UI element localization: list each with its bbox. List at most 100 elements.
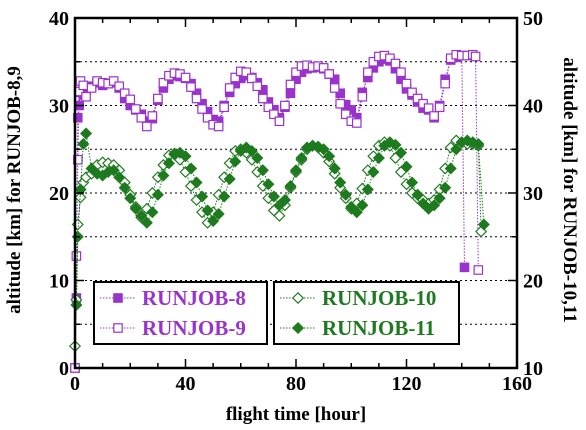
data-point: [439, 181, 452, 194]
data-point: [472, 137, 485, 151]
x-tick-label: 120: [392, 373, 422, 395]
data-point: [400, 160, 413, 173]
data-point: [136, 112, 147, 123]
data-point: [274, 116, 285, 127]
legend-label: RUNJOB-11: [322, 316, 435, 340]
series-runjob-11: [70, 127, 490, 312]
data-point: [335, 98, 345, 109]
legend-entry-runjob-10: RUNJOB-10: [280, 286, 436, 310]
data-point: [291, 291, 305, 305]
data-point: [351, 118, 362, 128]
data-point: [184, 162, 198, 175]
data-point: [130, 104, 141, 114]
y-tick-label-left: 20: [49, 183, 69, 205]
data-point: [142, 121, 152, 132]
y-tick-label-right: 20: [523, 271, 543, 293]
data-point: [324, 69, 334, 79]
data-point: [291, 67, 301, 78]
data-point: [433, 192, 446, 205]
legend: RUNJOB-8 RUNJOB-9 RUNJOB-10 RUNJOB-11: [93, 281, 460, 345]
data-point: [428, 199, 441, 212]
data-point: [434, 102, 445, 113]
data-point: [368, 56, 379, 67]
data-point: [74, 183, 87, 196]
data-point: [146, 206, 159, 219]
data-point: [263, 102, 274, 113]
data-point: [107, 164, 120, 177]
data-point: [339, 188, 352, 201]
legend-entry-runjob-9: RUNJOB-9: [100, 316, 246, 340]
series-layer: [68, 49, 490, 373]
data-point: [385, 53, 395, 64]
data-point: [219, 102, 229, 113]
data-point: [218, 190, 231, 203]
data-point: [328, 162, 341, 175]
data-point: [323, 150, 336, 163]
data-point: [284, 179, 297, 193]
data-point: [196, 190, 209, 203]
data-point: [372, 151, 385, 165]
series-runjob-9: [70, 49, 484, 373]
data-point: [157, 169, 170, 182]
data-point: [267, 190, 280, 203]
data-point: [81, 91, 91, 102]
data-point: [477, 218, 490, 231]
data-point: [77, 137, 90, 151]
data-point: [389, 138, 402, 151]
data-point: [197, 104, 207, 114]
data-point: [191, 93, 202, 104]
y-tick-label-right: 10: [523, 358, 543, 380]
data-point: [383, 136, 396, 149]
data-point: [285, 79, 296, 90]
data-point: [334, 176, 347, 189]
data-point: [252, 81, 263, 92]
y-tick-label-left: 0: [59, 358, 69, 380]
data-point: [357, 91, 368, 102]
data-point: [223, 172, 236, 186]
data-point: [229, 155, 242, 168]
legend-label: RUNJOB-10: [322, 286, 436, 310]
data-point: [230, 72, 241, 83]
data-point: [407, 87, 417, 98]
data-point: [212, 207, 225, 221]
data-point: [80, 127, 93, 140]
data-point: [247, 73, 257, 84]
legend-entry-runjob-11: RUNJOB-11: [280, 316, 435, 340]
data-point: [153, 93, 163, 104]
data-point: [151, 188, 164, 201]
y-tick-label-right: 40: [523, 96, 543, 118]
x-tick-label: 40: [176, 373, 196, 395]
data-point: [124, 192, 137, 205]
data-point: [367, 165, 380, 179]
data-point: [390, 58, 401, 69]
data-point: [113, 323, 123, 333]
data-point: [318, 63, 329, 73]
x-tick-label: 80: [286, 373, 306, 395]
legend-box-left: [93, 281, 268, 345]
data-point: [86, 83, 97, 93]
data-point: [162, 157, 175, 170]
data-point: [289, 164, 303, 177]
data-point: [71, 251, 82, 261]
data-point: [240, 141, 253, 154]
data-point: [135, 209, 148, 222]
data-point: [411, 188, 424, 201]
data-point: [180, 72, 191, 83]
y-tick-label-left: 40: [49, 8, 69, 30]
data-point: [405, 176, 419, 189]
data-point: [363, 67, 373, 78]
data-point: [396, 67, 406, 78]
data-point: [78, 80, 89, 91]
data-point: [317, 143, 330, 156]
data-point: [258, 93, 268, 104]
data-point: [350, 206, 363, 219]
data-point: [440, 78, 450, 89]
data-point: [140, 216, 153, 229]
data-point: [256, 164, 269, 177]
axis-ticks: 0 40 80 120 160 0 10 20 30 40 10 20 30 40 50: [49, 8, 543, 395]
data-point: [361, 183, 374, 196]
data-point: [108, 76, 119, 86]
data-point: [295, 151, 308, 165]
data-point: [72, 112, 83, 123]
